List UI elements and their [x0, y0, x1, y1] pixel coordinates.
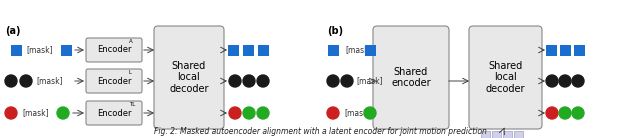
- Text: ...: ...: [527, 135, 534, 138]
- FancyBboxPatch shape: [86, 69, 142, 93]
- Circle shape: [243, 107, 255, 119]
- FancyBboxPatch shape: [503, 131, 512, 138]
- Bar: [365, 44, 376, 55]
- Circle shape: [546, 107, 558, 119]
- Text: Encoder: Encoder: [97, 108, 131, 117]
- Bar: [328, 44, 339, 55]
- Text: Shared
local
decoder: Shared local decoder: [486, 61, 525, 94]
- Bar: [573, 44, 584, 55]
- Bar: [257, 44, 269, 55]
- Text: (b): (b): [327, 26, 343, 36]
- Circle shape: [327, 75, 339, 87]
- FancyBboxPatch shape: [481, 131, 490, 138]
- Bar: [243, 44, 253, 55]
- Text: [mask]: [mask]: [345, 46, 372, 55]
- Bar: [559, 44, 570, 55]
- Bar: [227, 44, 239, 55]
- Bar: [545, 44, 557, 55]
- Circle shape: [572, 75, 584, 87]
- FancyBboxPatch shape: [373, 26, 449, 129]
- Text: Shared
encoder: Shared encoder: [391, 67, 431, 88]
- Circle shape: [257, 107, 269, 119]
- Text: A: A: [129, 39, 132, 44]
- Text: [mask]: [mask]: [344, 108, 371, 117]
- Circle shape: [559, 107, 571, 119]
- FancyBboxPatch shape: [86, 101, 142, 125]
- Circle shape: [257, 75, 269, 87]
- Text: Encoder: Encoder: [97, 46, 131, 55]
- Text: TL: TL: [129, 102, 135, 107]
- FancyBboxPatch shape: [86, 38, 142, 62]
- Circle shape: [559, 75, 571, 87]
- Text: Fig. 2: Masked autoencoder alignment with a latent encoder for joint motion pred: Fig. 2: Masked autoencoder alignment wit…: [154, 127, 486, 136]
- Circle shape: [20, 75, 32, 87]
- Circle shape: [57, 107, 69, 119]
- Circle shape: [546, 75, 558, 87]
- Circle shape: [327, 107, 339, 119]
- Bar: [10, 44, 22, 55]
- Circle shape: [341, 75, 353, 87]
- Text: Encoder: Encoder: [97, 76, 131, 86]
- Circle shape: [5, 107, 17, 119]
- FancyBboxPatch shape: [514, 131, 523, 138]
- Text: [mask]: [mask]: [22, 108, 49, 117]
- Text: [mask]: [mask]: [36, 76, 63, 86]
- Circle shape: [243, 75, 255, 87]
- Circle shape: [229, 107, 241, 119]
- Circle shape: [229, 75, 241, 87]
- Bar: [61, 44, 72, 55]
- Text: [mask]: [mask]: [26, 46, 52, 55]
- Text: L: L: [129, 70, 132, 75]
- Text: [mask]: [mask]: [356, 76, 383, 86]
- Text: Shared
local
decoder: Shared local decoder: [169, 61, 209, 94]
- FancyBboxPatch shape: [492, 131, 501, 138]
- Circle shape: [364, 107, 376, 119]
- Text: (a): (a): [5, 26, 20, 36]
- Circle shape: [572, 107, 584, 119]
- FancyBboxPatch shape: [469, 26, 542, 129]
- FancyBboxPatch shape: [154, 26, 224, 129]
- Circle shape: [5, 75, 17, 87]
